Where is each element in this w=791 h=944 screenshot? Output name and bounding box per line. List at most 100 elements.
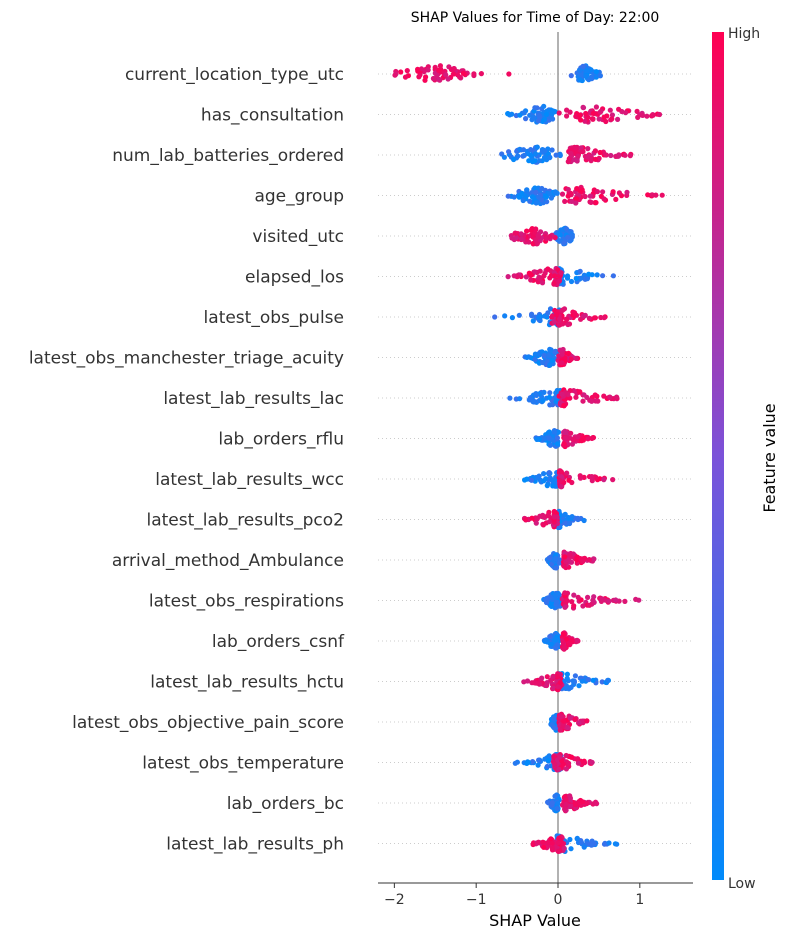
point-num_lab_batteries_ordered	[592, 148, 599, 154]
point-latest_obs_objective_pain_score	[552, 725, 558, 731]
feature-points-lab_orders_rflu	[533, 428, 597, 450]
point-num_lab_batteries_ordered	[506, 149, 512, 155]
point-has_consultation	[578, 117, 584, 123]
point-current_location_type_utc	[577, 77, 584, 83]
feature-rows: current_location_type_utc has_consultatio…	[29, 65, 693, 855]
point-latest_lab_results_lac	[561, 402, 567, 409]
point-latest_obs_pulse	[551, 319, 557, 325]
point-latest_lab_results_pco2	[569, 514, 575, 520]
point-latest_lab_results_pco2	[546, 519, 553, 525]
point-has_consultation	[635, 114, 641, 120]
point-latest_obs_respirations	[575, 594, 581, 601]
point-lab_orders_bc	[567, 797, 573, 803]
point-elapsed_los	[551, 280, 557, 286]
point-latest_obs_pulse	[582, 312, 588, 318]
point-lab_orders_rflu	[547, 442, 553, 448]
feature-points-age_group	[505, 184, 665, 207]
point-latest_lab_results_hctu	[557, 680, 564, 686]
point-latest_obs_pulse	[578, 316, 584, 322]
point-latest_obs_pulse	[559, 308, 565, 314]
point-has_consultation	[517, 112, 523, 118]
point-num_lab_batteries_ordered	[534, 144, 540, 150]
point-visited_utc	[557, 232, 563, 238]
point-age_group	[601, 196, 607, 202]
point-latest_lab_results_hctu	[539, 675, 545, 681]
point-latest_lab_results_lac	[607, 394, 613, 400]
point-has_consultation	[548, 107, 554, 113]
point-age_group	[559, 191, 566, 197]
point-lab_orders_rflu	[541, 436, 548, 442]
point-latest_obs_respirations	[563, 598, 569, 605]
point-latest_lab_results_ph	[545, 840, 551, 846]
feature-label-has_consultation: has_consultation	[201, 106, 344, 126]
point-lab_orders_csnf	[566, 641, 573, 647]
point-latest_obs_respirations	[622, 598, 628, 605]
point-visited_utc	[538, 229, 544, 235]
point-latest_lab_results_pco2	[529, 515, 535, 521]
point-has_consultation	[650, 112, 656, 118]
point-elapsed_los	[610, 273, 617, 279]
point-latest_obs_pulse	[565, 321, 571, 328]
point-latest_lab_results_wcc	[550, 483, 556, 489]
point-latest_lab_results_hctu	[586, 677, 592, 683]
point-latest_obs_pulse	[547, 306, 554, 312]
point-latest_lab_results_lac	[567, 388, 573, 394]
point-current_location_type_utc	[478, 71, 484, 77]
point-lab_orders_csnf	[553, 645, 559, 651]
point-age_group	[588, 199, 594, 205]
point-latest_lab_results_hctu	[570, 678, 576, 684]
point-has_consultation	[601, 114, 607, 120]
point-latest_obs_manchester_triage_acuity	[532, 351, 539, 357]
point-latest_lab_results_pco2	[562, 520, 569, 526]
point-latest_obs_temperature	[545, 757, 552, 764]
point-current_location_type_utc	[577, 67, 583, 73]
point-lab_orders_csnf	[548, 641, 554, 647]
point-lab_orders_rflu	[562, 428, 568, 434]
point-lab_orders_csnf	[543, 637, 549, 643]
point-latest_obs_pulse	[502, 313, 508, 319]
point-latest_lab_results_wcc	[589, 474, 595, 481]
point-num_lab_batteries_ordered	[536, 158, 543, 164]
point-age_group	[548, 195, 555, 201]
point-latest_obs_pulse	[509, 315, 515, 321]
point-current_location_type_utc	[593, 69, 600, 75]
colorbar-low-label: Low	[728, 876, 756, 892]
point-has_consultation	[509, 111, 515, 117]
point-age_group	[569, 198, 575, 204]
point-lab_orders_rflu	[554, 441, 561, 447]
point-arrival_method_Ambulance	[574, 554, 580, 560]
feature-points-latest_lab_results_pco2	[521, 508, 587, 531]
point-latest_lab_results_lac	[507, 395, 513, 401]
point-age_group	[524, 187, 530, 193]
point-current_location_type_utc	[580, 63, 586, 69]
point-latest_obs_temperature	[525, 759, 532, 766]
point-latest_lab_results_pco2	[523, 517, 529, 523]
point-latest_obs_respirations	[545, 595, 551, 601]
point-latest_obs_objective_pain_score	[572, 716, 578, 723]
point-current_location_type_utc	[430, 75, 436, 82]
point-age_group	[610, 189, 616, 195]
point-latest_lab_results_wcc	[544, 483, 550, 489]
feature-points-lab_orders_csnf	[541, 630, 581, 652]
point-latest_lab_results_pco2	[567, 520, 573, 527]
point-latest_obs_pulse	[536, 314, 542, 321]
feature-label-visited_utc: visited_utc	[252, 227, 344, 247]
point-has_consultation	[623, 110, 629, 116]
point-latest_obs_respirations	[562, 590, 568, 596]
point-latest_obs_manchester_triage_acuity	[552, 349, 558, 355]
point-num_lab_batteries_ordered	[532, 158, 538, 164]
point-latest_obs_manchester_triage_acuity	[546, 352, 552, 358]
point-latest_lab_results_pco2	[545, 513, 552, 519]
point-latest_lab_results_lac	[559, 391, 565, 397]
point-lab_orders_rflu	[561, 441, 567, 447]
point-latest_obs_temperature	[535, 762, 541, 768]
point-latest_obs_manchester_triage_acuity	[547, 362, 553, 368]
point-latest_obs_respirations	[585, 594, 591, 601]
feature-label-latest_obs_manchester_triage_acuity: latest_obs_manchester_triage_acuity	[29, 349, 344, 369]
point-current_location_type_utc	[398, 69, 404, 75]
feature-label-arrival_method_Ambulance: arrival_method_Ambulance	[112, 551, 344, 571]
point-current_location_type_utc	[584, 68, 590, 74]
point-latest_lab_results_lac	[547, 402, 553, 408]
point-elapsed_los	[505, 274, 511, 280]
point-num_lab_batteries_ordered	[526, 158, 532, 164]
